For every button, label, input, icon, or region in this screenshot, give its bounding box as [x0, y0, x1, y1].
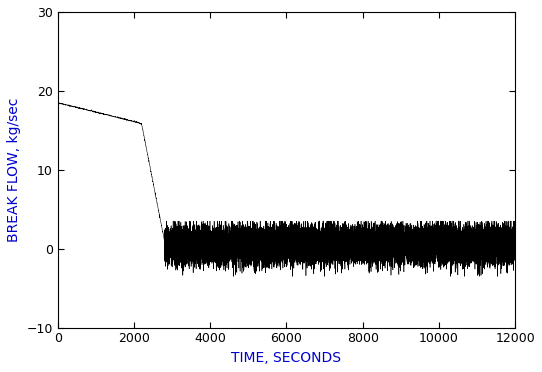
- Y-axis label: BREAK FLOW, kg/sec: BREAK FLOW, kg/sec: [7, 97, 21, 242]
- X-axis label: TIME, SECONDS: TIME, SECONDS: [231, 351, 341, 365]
